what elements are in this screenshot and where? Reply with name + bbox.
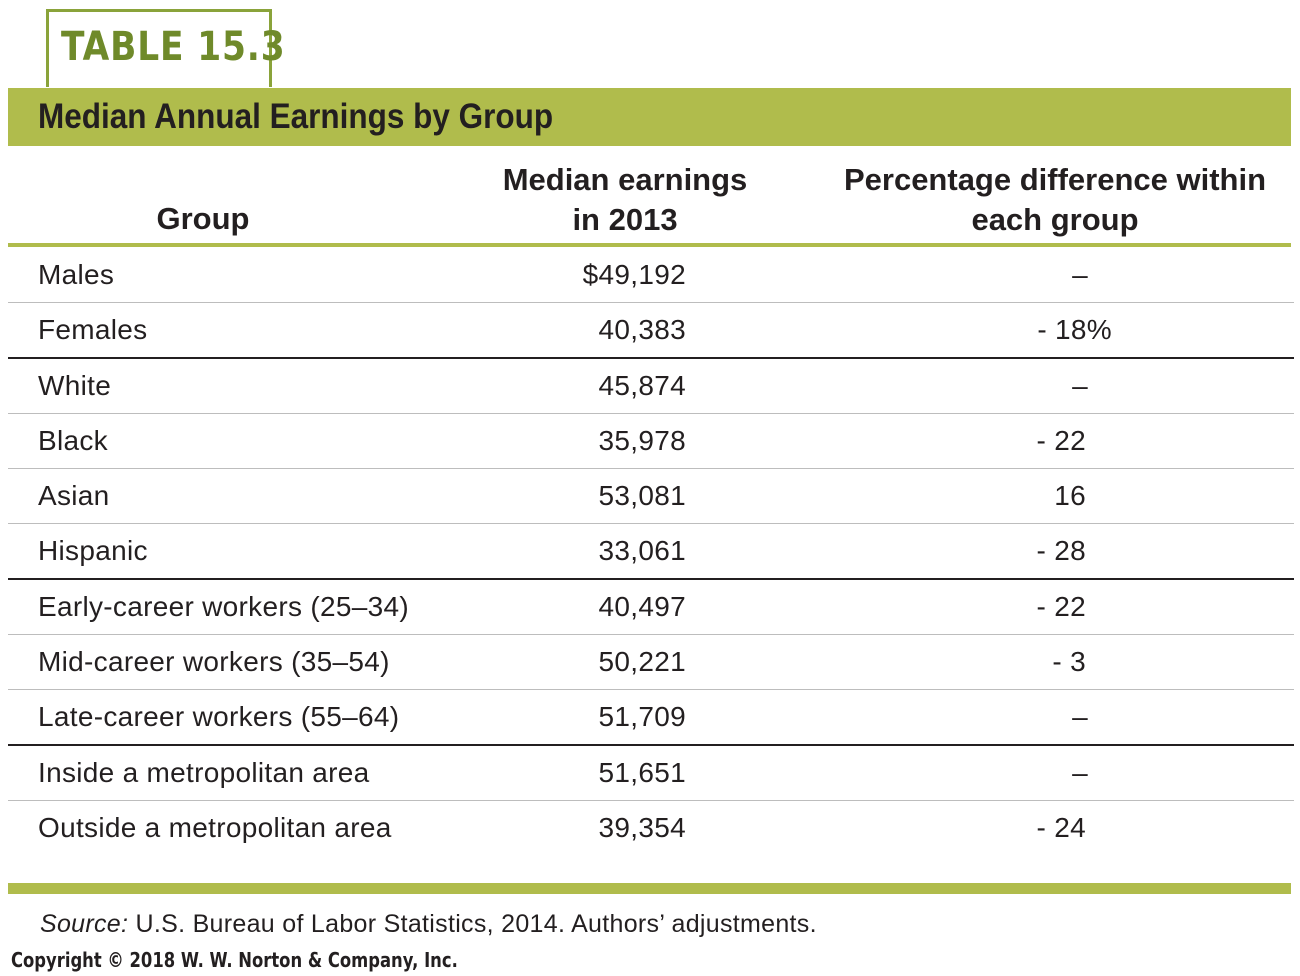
earnings-cell: 50,221 [598, 646, 686, 678]
earnings-cell: $49,192 [582, 259, 686, 290]
table-row: Hispanic 33,061 - 28 [8, 524, 1294, 580]
group-cell: Black [38, 424, 108, 456]
group-cell: White [38, 369, 112, 401]
group-cell: Inside a metropolitan area [38, 756, 370, 788]
pct-cell: - 18% [1037, 314, 1112, 346]
header-rule [8, 243, 1291, 247]
earnings-cell: 33,061 [598, 535, 686, 567]
group-cell: Asian [38, 480, 110, 512]
table-number-tab: TABLE 15.3 [46, 9, 285, 87]
group-cell: Mid-career workers (35–54) [38, 646, 390, 678]
earnings-table: Males $49,192 – Females 40,383 - 18% Whi… [8, 248, 1294, 856]
earnings-cell: 51,709 [598, 701, 686, 733]
pct-cell: – [1072, 369, 1088, 401]
earnings-cell: 51,651 [598, 756, 686, 788]
table-row: Outside a metropolitan area 39,354 - 24 [8, 801, 1294, 856]
source-label: Source: [40, 910, 129, 938]
copyright-notice: Copyright © 2018 W. W. Norton & Company,… [11, 948, 458, 972]
table-row: White 45,874 – [8, 359, 1294, 414]
earnings-cell: 45,874 [598, 369, 686, 401]
header-earnings-line2: in 2013 [572, 202, 678, 237]
header-earnings: Median earnings in 2013 [480, 160, 770, 240]
group-cell: Hispanic [38, 535, 148, 567]
header-pct-line1: Percentage difference within [843, 162, 1267, 197]
table-number-label: TABLE 15.3 [61, 24, 286, 70]
group-cell: Males [38, 259, 115, 290]
earnings-cell: 39,354 [598, 811, 686, 843]
source-text: U.S. Bureau of Labor Statistics, 2014. A… [128, 910, 817, 938]
earnings-cell: 35,978 [598, 424, 686, 456]
header-percentage: Percentage difference within each group [810, 160, 1300, 240]
pct-cell: – [1072, 259, 1088, 290]
pct-cell: - 28 [1036, 535, 1086, 567]
earnings-cell: 53,081 [598, 480, 686, 512]
group-cell: Early-career workers (25–34) [38, 590, 409, 622]
table-row: Asian 53,081 16 [8, 469, 1294, 525]
table-row: Females 40,383 - 18% [8, 303, 1294, 359]
pct-cell: - 3 [1052, 646, 1086, 678]
table-row: Early-career workers (25–34) 40,497 - 22 [8, 580, 1294, 636]
group-cell: Females [38, 314, 148, 346]
bottom-rule [8, 883, 1291, 894]
pct-cell: - 22 [1036, 590, 1086, 622]
table-row: Black 35,978 - 22 [8, 414, 1294, 470]
pct-cell: - 22 [1036, 424, 1086, 456]
header-pct-line2: each group [971, 202, 1139, 237]
header-earnings-line1: Median earnings [502, 162, 748, 197]
header-group: Group [110, 199, 296, 239]
table-row: Inside a metropolitan area 51,651 – [8, 746, 1294, 801]
pct-cell: - 24 [1036, 811, 1086, 843]
earnings-cell: 40,497 [598, 590, 686, 622]
title-bar: Median Annual Earnings by Group [8, 88, 1291, 146]
group-cell: Late-career workers (55–64) [38, 701, 400, 733]
earnings-cell: 40,383 [598, 314, 686, 346]
pct-cell: – [1072, 701, 1088, 733]
table-row: Late-career workers (55–64) 51,709 – [8, 690, 1294, 746]
table-title: Median Annual Earnings by Group [38, 97, 554, 136]
group-cell: Outside a metropolitan area [38, 811, 392, 843]
table-row: Mid-career workers (35–54) 50,221 - 3 [8, 635, 1294, 691]
header-group-label: Group [156, 201, 250, 236]
pct-cell: 16 [1054, 480, 1086, 512]
pct-cell: – [1072, 756, 1088, 788]
source-note: Source: U.S. Bureau of Labor Statistics,… [40, 910, 817, 939]
table-row: Males $49,192 – [8, 248, 1294, 304]
